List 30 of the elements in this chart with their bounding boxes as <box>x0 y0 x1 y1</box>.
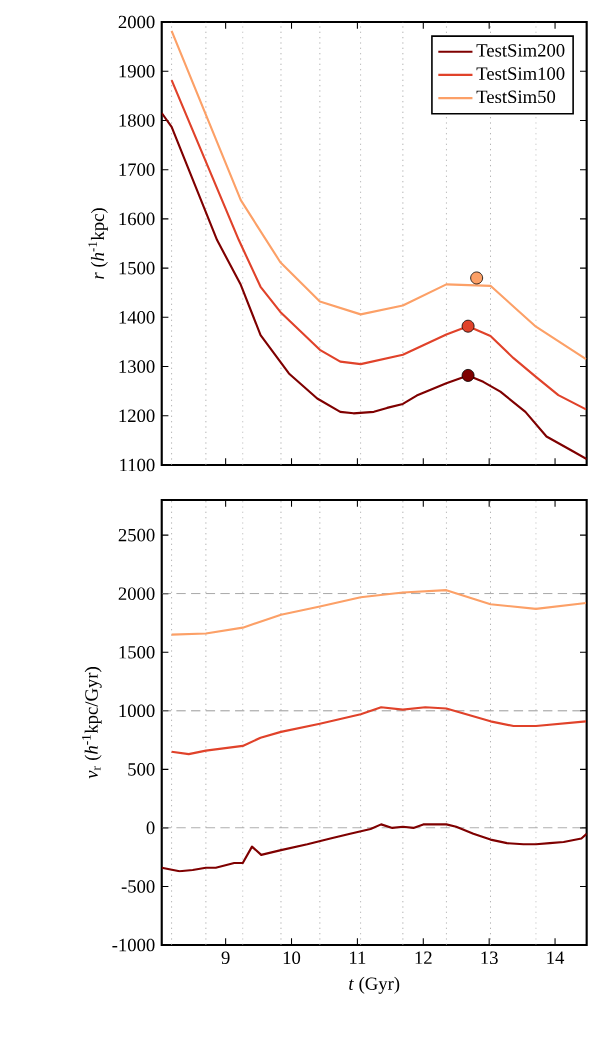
y-tick-label: 2000 <box>118 15 155 29</box>
y-tick-label: 1500 <box>119 261 155 275</box>
x-tick-label: 9 <box>221 951 230 965</box>
x-tick-label: 14 <box>547 951 565 964</box>
legend-label: TestSim50 <box>476 90 556 104</box>
legend-label: TestSim200 <box>476 44 565 57</box>
y-tick-label: 2500 <box>118 528 155 542</box>
y-tick-label: 1300 <box>119 360 155 373</box>
y-tick-label: 500 <box>128 763 155 776</box>
x-tick-label: 11 <box>350 951 366 964</box>
y-tick-label: 1200 <box>119 409 155 423</box>
y-tick-label: 1900 <box>119 64 155 78</box>
y-axis-title: v$_{r}$ (h$^{-1}$kpc/Gyr) <box>82 667 102 779</box>
y-tick-label: -1000 <box>112 938 155 952</box>
x-tick-label: 13 <box>481 951 498 965</box>
y-tick-label: 0 <box>146 821 155 835</box>
legend-label: TestSim100 <box>476 67 565 80</box>
y-axis-title: r (h$^{-1}$kpc) <box>88 208 108 279</box>
y-tick-label: -500 <box>121 880 155 893</box>
y-tick-label: 1000 <box>119 704 155 718</box>
y-tick-label: 1100 <box>120 458 155 472</box>
y-tick-label: 1600 <box>119 212 155 226</box>
x-axis-title: t (Gyr) <box>349 976 400 994</box>
y-tick-label: 2000 <box>118 587 155 600</box>
y-tick-label: 1700 <box>119 163 155 176</box>
x-tick-label: 10 <box>283 951 301 965</box>
y-tick-label: 1800 <box>119 114 155 127</box>
y-tick-label: 1400 <box>119 311 155 324</box>
y-tick-label: 1500 <box>119 645 155 659</box>
x-tick-label: 12 <box>415 951 432 964</box>
